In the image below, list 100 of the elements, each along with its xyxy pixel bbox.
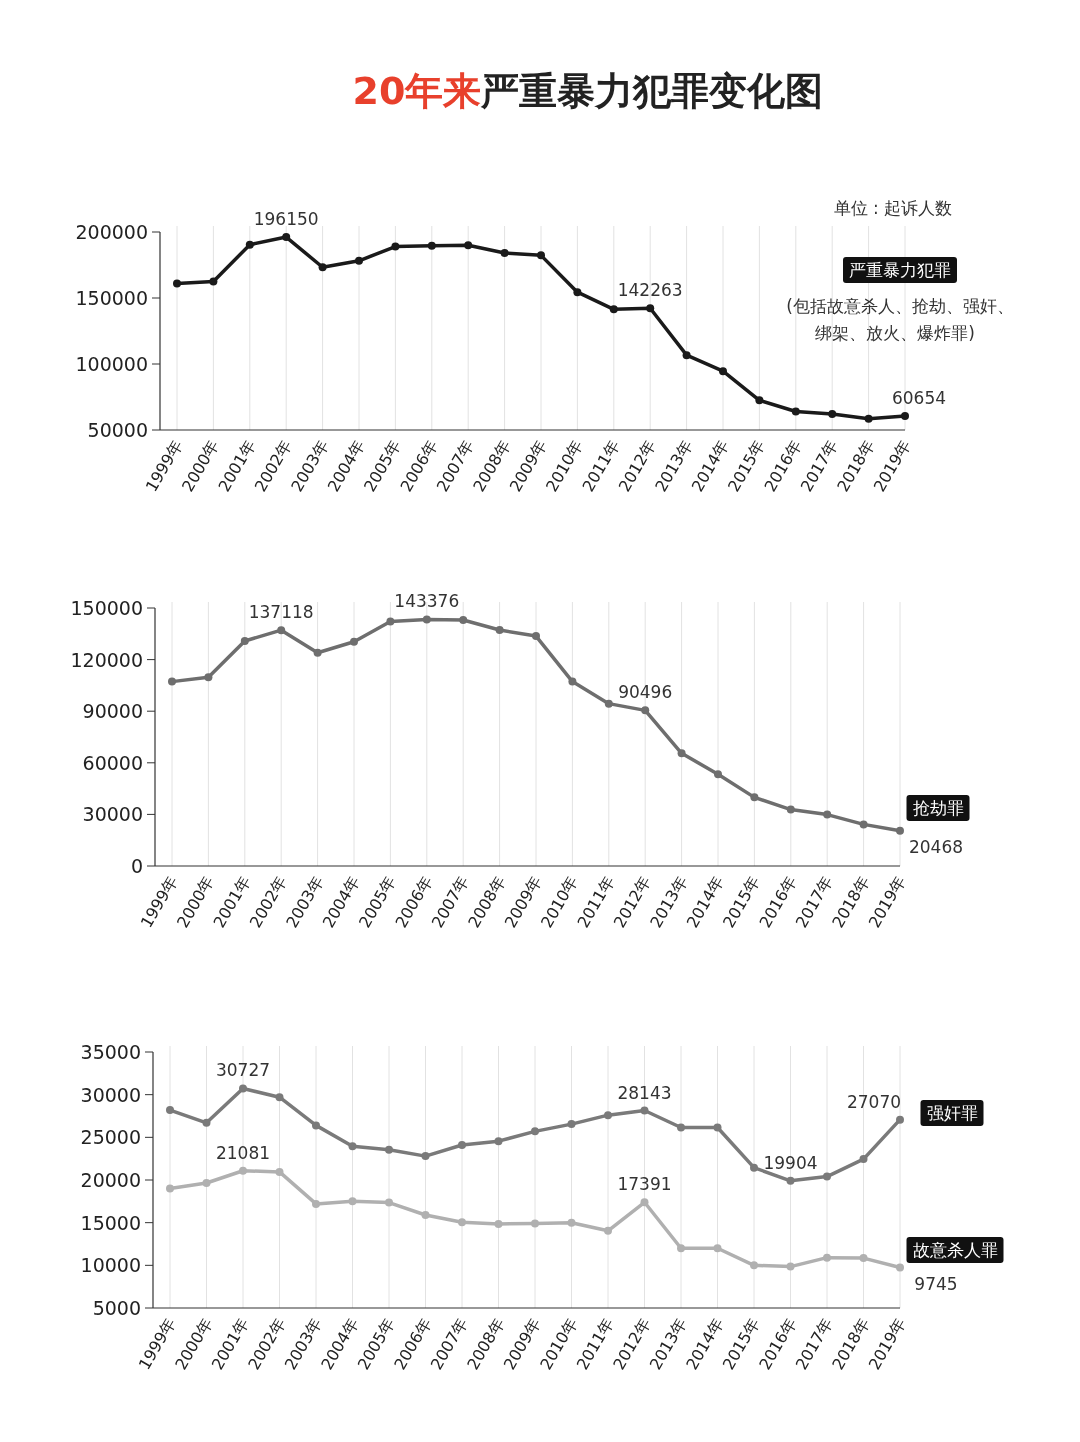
data-label: 28143 [617,1082,672,1103]
point [859,820,868,829]
data-label: 142263 [617,280,683,301]
point [494,1219,503,1228]
point [640,1198,649,1207]
series-label: 故意杀人罪 [912,1240,998,1260]
data-label: 60654 [891,387,947,408]
point [209,277,218,286]
data-label: 19904 [763,1152,818,1173]
point [494,1137,503,1146]
point [391,242,400,251]
y-tick-label: 30000 [80,1083,141,1106]
data-label: 196150 [253,209,319,230]
point [531,1127,539,1136]
point [791,407,800,416]
point [823,1172,831,1181]
data-label: 143376 [394,591,460,612]
point [713,1123,722,1132]
point [348,1197,357,1206]
point [532,632,540,641]
point [204,673,213,682]
y-tick-label: 30000 [82,803,143,826]
point [537,251,545,260]
series-label: 强奸罪 [926,1103,978,1123]
point [786,1262,795,1271]
point [719,367,727,376]
data-label: 21081 [215,1142,271,1163]
point [495,626,504,635]
point [240,637,249,646]
point [386,617,395,626]
y-tick-label: 0 [130,855,143,877]
point [646,304,655,313]
annotation: (包括故意杀人、抢劫、强奸、 [786,296,1014,316]
point [202,1178,211,1187]
annotation: 绑架、放火、爆炸罪) [815,323,975,343]
y-tick-label: 50000 [87,419,148,441]
point [682,351,691,360]
point [640,1106,649,1115]
point [896,826,904,835]
point [641,706,650,715]
data-label: 137118 [248,602,314,623]
point [750,1163,758,1172]
point [318,263,327,272]
point [896,1263,904,1272]
point [385,1145,393,1154]
point [312,1199,320,1208]
point [786,805,795,814]
point [385,1198,393,1207]
y-tick-label: 20000 [80,1169,141,1191]
y-tick-label: 5000 [92,1297,141,1319]
point [421,1210,430,1219]
point [459,616,468,625]
point [604,699,613,708]
point [348,1142,357,1151]
point [677,749,686,758]
point [864,414,873,423]
point [677,1123,685,1132]
data-label: 90496 [618,682,673,703]
point [458,1141,466,1150]
series-label: 抢劫罪 [912,798,964,818]
point [568,677,577,686]
point [567,1218,576,1227]
y-tick-label: 200000 [75,221,148,243]
point [896,1115,904,1124]
y-tick-label: 150000 [70,597,143,619]
point [282,233,291,242]
point [166,1106,174,1115]
point [275,1167,284,1176]
point [168,677,176,686]
point [573,288,582,297]
point [750,793,759,802]
point [677,1244,685,1253]
text: 单位 : 起诉人数 [833,198,953,218]
y-tick-label: 150000 [75,287,148,309]
data-label: 27070 [846,1091,902,1112]
point [786,1176,795,1185]
point [823,1253,831,1262]
point [202,1118,211,1127]
y-tick-label: 60000 [82,751,143,774]
point [277,626,286,635]
point [313,648,322,657]
point [859,1155,868,1164]
point [427,241,436,250]
point [755,396,764,405]
point [239,1166,247,1175]
y-tick-label: 10000 [80,1254,141,1277]
chart-title: 20年来严重暴力犯罪变化图 [352,69,824,113]
point [567,1120,576,1129]
point [531,1219,539,1228]
y-tick-label: 25000 [80,1126,141,1149]
point [828,409,837,418]
point [245,240,254,249]
y-tick-label: 15000 [80,1211,141,1234]
point [350,637,358,646]
point [750,1261,758,1270]
point [713,1244,722,1253]
point [173,279,181,288]
point [275,1093,284,1102]
point [355,256,363,265]
point [421,1152,430,1161]
